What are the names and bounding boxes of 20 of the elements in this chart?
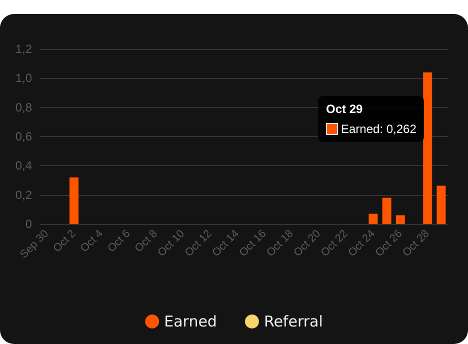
y-tick-label: 1,2	[15, 42, 32, 56]
bar	[382, 198, 392, 224]
legend-label: Earned	[164, 312, 217, 330]
bar	[70, 177, 78, 224]
x-tick-label: Oct 2	[51, 228, 78, 255]
bar	[436, 186, 446, 224]
x-tick-label: Oct 8	[132, 228, 160, 255]
annotation: Earned: 0,262	[341, 122, 416, 136]
annotation: Oct 29	[326, 102, 364, 116]
bar	[396, 215, 405, 224]
y-tick-label: 0,4	[15, 158, 32, 173]
bar	[423, 72, 432, 224]
x-tick-label: Oct 6	[106, 228, 133, 255]
y-tick-label: 0,8	[15, 100, 32, 114]
legend-label: Referral	[264, 312, 323, 330]
x-tick-label: Oct 4	[78, 228, 106, 255]
y-tick-label: 1,0	[15, 71, 32, 86]
y-tick-label: 0,6	[15, 130, 32, 144]
y-tick-label: 0,2	[15, 188, 32, 202]
bar	[368, 214, 378, 224]
